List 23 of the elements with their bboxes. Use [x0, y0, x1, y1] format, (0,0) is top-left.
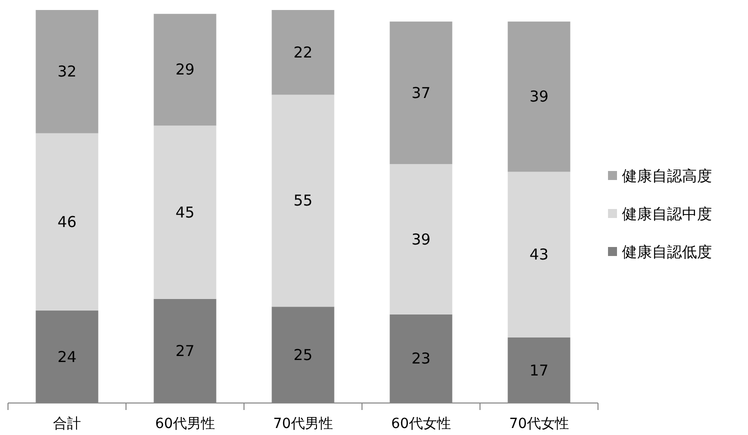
- x-tick-label: 70代女性: [509, 416, 569, 432]
- data-label: 39: [529, 88, 549, 106]
- x-tick-label: 合計: [53, 416, 81, 432]
- data-label: 24: [57, 348, 77, 366]
- data-label: 37: [411, 84, 431, 102]
- data-label: 45: [175, 203, 195, 222]
- legend-label: 健康自認低度: [622, 243, 712, 261]
- x-tick-label: 60代男性: [155, 416, 215, 432]
- legend-label: 健康自認中度: [622, 205, 712, 223]
- data-label: 55: [293, 192, 313, 210]
- data-label: 25: [293, 346, 313, 364]
- data-label: 32: [57, 62, 77, 81]
- legend-label: 健康自認高度: [622, 167, 712, 185]
- x-tick-label: 60代女性: [391, 416, 451, 432]
- data-label: 39: [411, 230, 431, 248]
- data-label: 29: [175, 60, 195, 79]
- data-label: 17: [529, 361, 549, 380]
- data-label: 46: [57, 212, 77, 231]
- data-label: 27: [175, 342, 195, 360]
- data-label: 22: [293, 43, 313, 62]
- data-label: 23: [411, 350, 431, 368]
- data-label: 43: [529, 246, 549, 264]
- x-tick-label: 70代男性: [273, 416, 333, 432]
